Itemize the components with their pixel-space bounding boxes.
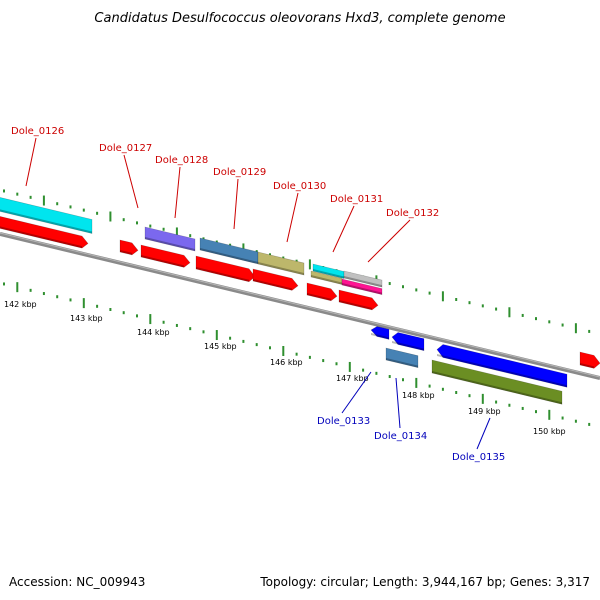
- feature-silver-0132: [343, 270, 383, 288]
- leader-line: [174, 166, 181, 219]
- feature-pink-0132-shade: [342, 283, 382, 295]
- leader-line: [395, 377, 401, 429]
- leader-line: [25, 137, 37, 187]
- genome-backbone-highlight: [0, 232, 600, 378]
- feature-cds-0131: [306, 282, 338, 302]
- leader-line: [341, 371, 372, 414]
- feature-silver-0132-shade: [344, 276, 382, 288]
- feature-cds-0132-shade: [339, 300, 372, 310]
- feature-steelblue-0134: [385, 347, 419, 369]
- leader-line: [476, 417, 491, 450]
- tick-label: 143 kbp: [70, 314, 103, 323]
- feature-cds-0128-shade: [141, 255, 184, 268]
- leader-line: [367, 219, 411, 263]
- feature-cds-0127-shade: [120, 250, 132, 255]
- feature-blue-0134: [391, 332, 425, 352]
- gene-label-dole-0134[interactable]: Dole_0134: [374, 431, 427, 442]
- genome-summary-text: Topology: circular; Length: 3,944,167 bp…: [259, 575, 590, 589]
- feature-pink-0132: [341, 278, 383, 295]
- leader-line: [286, 192, 299, 243]
- gene-label-dole-0132[interactable]: Dole_0132: [386, 208, 439, 219]
- feature-olive-0135-shade: [432, 371, 562, 405]
- tick-label: 146 kbp: [270, 358, 303, 367]
- leader-line: [332, 205, 355, 253]
- feature-cds-0129-shade: [196, 267, 249, 282]
- gene-leader-lines: [25, 137, 491, 450]
- tick-label: 147 kbp: [336, 374, 369, 383]
- feature-olive-0135: [431, 359, 563, 405]
- tick-label: 149 kbp: [468, 407, 501, 416]
- feature-cyan-0126: [0, 197, 93, 234]
- feature-blue-0134-shade: [392, 341, 424, 351]
- gene-labels-top: Dole_0126 Dole_0127 Dole_0128 Dole_0129 …: [11, 126, 439, 219]
- feature-cds-0131-shade: [307, 293, 331, 301]
- feature-cds-edge: [579, 351, 600, 369]
- gene-label-dole-0131[interactable]: Dole_0131: [330, 194, 383, 205]
- feature-blue-0133: [370, 326, 390, 340]
- tick-label: 142 kbp: [4, 300, 37, 309]
- feature-blue-0135-shade: [437, 354, 567, 388]
- feature-cds-0130: [252, 268, 299, 291]
- accession-text: Accession: NC_009943: [9, 575, 145, 589]
- map-title: Candidatus Desulfococcus oleovorans Hxd3…: [94, 11, 505, 26]
- gene-label-dole-0128[interactable]: Dole_0128: [155, 155, 208, 166]
- feature-khaki-0131-shade: [311, 275, 342, 285]
- feature-cds-0126-shade: [0, 226, 82, 249]
- feature-cds-0129: [195, 255, 256, 283]
- leader-line: [123, 154, 139, 209]
- gene-label-dole-0133[interactable]: Dole_0133: [317, 416, 370, 427]
- gene-labels-bottom: Dole_0133 Dole_0134 Dole_0135: [317, 416, 505, 463]
- feature-purple-0128-shade: [145, 237, 195, 251]
- feature-cds-0126: [0, 216, 89, 249]
- gene-label-dole-0135[interactable]: Dole_0135: [452, 452, 505, 463]
- gene-label-dole-0127[interactable]: Dole_0127: [99, 143, 152, 154]
- tick-label: 145 kbp: [204, 342, 237, 351]
- genome-backbone: [0, 232, 600, 380]
- feature-purple-0128: [144, 226, 196, 252]
- feature-khaki-0130-shade: [258, 262, 304, 276]
- feature-layer: [0, 197, 600, 405]
- feature-steelblue-0129-shade: [200, 248, 258, 264]
- feature-blue-0135: [436, 344, 568, 388]
- feature-cyan-0126-shade: [0, 209, 92, 234]
- feature-khaki-0130: [257, 251, 305, 276]
- tick-labels: 142 kbp 143 kbp 144 kbp 145 kbp 146 kbp …: [4, 300, 566, 436]
- gene-label-dole-0126[interactable]: Dole_0126: [11, 126, 64, 137]
- tick-label: 148 kbp: [402, 391, 435, 400]
- feature-cyan-0131: [312, 263, 345, 279]
- gene-label-dole-0129[interactable]: Dole_0129: [213, 167, 266, 178]
- gene-label-dole-0130[interactable]: Dole_0130: [273, 181, 326, 192]
- tick-label: 144 kbp: [137, 328, 170, 337]
- lower-tick-track: [3, 282, 591, 426]
- feature-cds-edge-shade: [580, 363, 594, 369]
- feature-cyan-0131-shade: [313, 269, 344, 279]
- tick-label: 150 kbp: [533, 427, 566, 436]
- feature-cds-0128: [140, 244, 191, 268]
- feature-blue-0133-shade: [371, 333, 389, 340]
- feature-steelblue-0134-shade: [386, 358, 418, 368]
- leader-line: [233, 178, 239, 230]
- feature-cds-0127: [119, 239, 139, 256]
- feature-cds-0132: [338, 289, 379, 311]
- feature-cds-0130-shade: [253, 279, 292, 291]
